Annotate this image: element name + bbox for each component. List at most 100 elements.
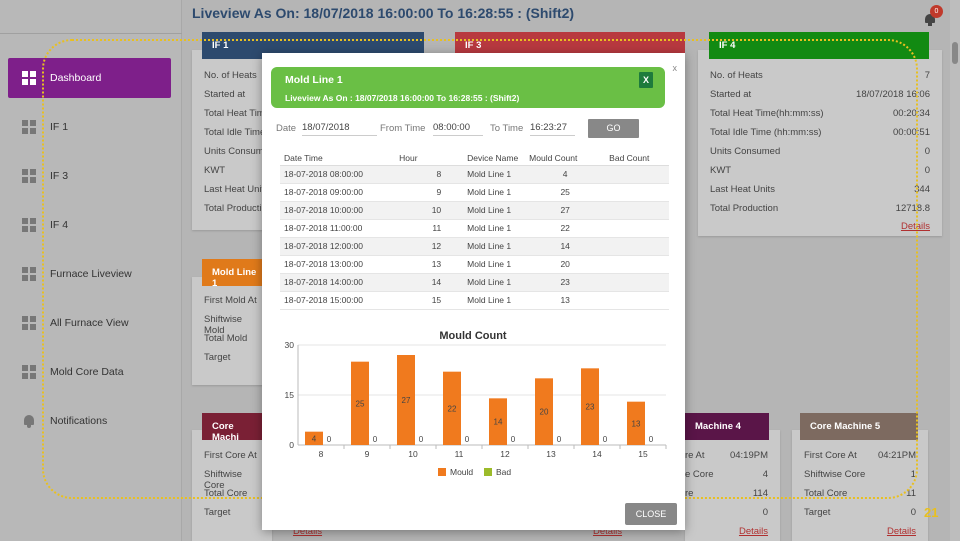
data-label-bad: 0	[373, 435, 378, 444]
row-value: 00:00:51	[893, 127, 930, 138]
row-label: Total Production	[710, 203, 779, 214]
sidebar-item-if4[interactable]: IF 4	[8, 205, 171, 245]
cell: Mold Line 1	[445, 273, 526, 292]
table-row: 18-07-2018 10:00:00 10 Mold Line 1 27	[280, 201, 669, 220]
data-label-bad: 0	[327, 435, 332, 444]
to-time-input[interactable]: 16:23:27	[530, 122, 575, 136]
details-link[interactable]: Details	[593, 526, 623, 537]
cell: 18-07-2018 11:00:00	[280, 219, 396, 238]
sidebar-item-if1[interactable]: IF 1	[8, 107, 171, 147]
grid-icon	[22, 267, 36, 281]
scrollbar[interactable]	[950, 0, 960, 541]
go-button[interactable]: GO	[588, 119, 639, 138]
core-machine-4-card-tab[interactable]: Machine 4	[685, 413, 769, 440]
details-link[interactable]: Details	[900, 221, 930, 232]
row-value: 0	[924, 146, 930, 157]
data-label-mould: 22	[448, 404, 457, 413]
sidebar-item-label: IF 3	[50, 170, 69, 182]
cell	[605, 291, 669, 310]
details-link[interactable]: Details	[293, 526, 323, 537]
cell: 18-07-2018 10:00:00	[280, 201, 396, 220]
row-label: Units Consumed	[710, 146, 781, 157]
cell: 27	[525, 201, 606, 220]
legend-label-mould: Mould	[450, 467, 473, 477]
row-value: 0	[910, 507, 916, 518]
cell: 18-07-2018 13:00:00	[280, 255, 396, 274]
mold-line-1-card-tab[interactable]: Mold Line 1	[202, 259, 272, 289]
cell: 11	[395, 219, 446, 238]
sidebar-item-furnace-liveview[interactable]: Furnace Liveview	[8, 254, 171, 294]
table-row: 18-07-2018 12:00:00 12 Mold Line 1 14	[280, 237, 669, 256]
sidebar-item-label: Notifications	[50, 415, 108, 427]
details-link[interactable]: Details	[886, 526, 916, 537]
bell-icon	[22, 414, 36, 428]
from-time-label: From Time	[380, 123, 426, 134]
from-time-input[interactable]: 08:00:00	[433, 122, 483, 136]
row-label: Total Heat Time(hh:mm:ss)	[710, 108, 824, 119]
row-label: First Core At	[204, 450, 257, 461]
grid-icon	[22, 169, 36, 183]
cell	[605, 183, 669, 202]
cell: Mold Line 1	[445, 291, 526, 310]
row-label: Shiftwise Mold	[204, 314, 243, 336]
cell: 13	[525, 291, 606, 310]
row-label: KWT	[710, 165, 732, 176]
cell: 18-07-2018 15:00:00	[280, 291, 396, 310]
notification-bell-icon[interactable]	[924, 12, 936, 26]
sidebar-item-label: Mold Core Data	[50, 366, 124, 378]
sidebar-item-if3[interactable]: IF 3	[8, 156, 171, 196]
row-label: Target	[204, 352, 231, 363]
row-label: No. of Heats	[710, 70, 763, 81]
close-icon[interactable]: x	[672, 63, 678, 73]
row-label: KWT	[204, 165, 226, 176]
if4-card-tab[interactable]: IF 4	[709, 32, 929, 59]
grid-icon	[22, 218, 36, 232]
x-tick-label: 8	[319, 449, 324, 459]
row-value: 00:20:34	[893, 108, 930, 119]
row-label: Shiftwise Core	[204, 469, 243, 491]
cell: Mold Line 1	[445, 201, 526, 220]
sidebar-item-mold-core-data[interactable]: Mold Core Data	[8, 352, 171, 392]
row-label: Last Heat Units	[710, 184, 775, 195]
table-header-row: Date Time Hour Device Name Mould Count B…	[280, 151, 669, 166]
row-label: Units Consum	[204, 146, 264, 157]
grid-icon	[22, 120, 36, 134]
data-label-bad: 0	[557, 435, 562, 444]
sidebar-item-label: IF 4	[50, 219, 69, 231]
y-tick-label: 0	[289, 440, 294, 450]
legend-label-bad: Bad	[496, 467, 511, 477]
cell: 13	[395, 255, 446, 274]
excel-export-icon[interactable]: X	[639, 72, 653, 88]
data-label-bad: 0	[511, 435, 516, 444]
cell	[605, 255, 669, 274]
date-input[interactable]: 18/07/2018	[302, 122, 377, 136]
row-label: Started at	[204, 89, 246, 100]
bar-mould	[489, 398, 507, 445]
row-value: 344	[914, 184, 930, 195]
sidebar-item-dashboard[interactable]: Dashboard	[8, 58, 171, 98]
close-button[interactable]: CLOSE	[625, 503, 677, 525]
row-value: 04:21PM	[877, 450, 916, 461]
chart-title: Mould Count	[439, 330, 507, 342]
core-machine-1-card-tab[interactable]: Core Machi	[202, 413, 272, 443]
table-row: 18-07-2018 15:00:00 15 Mold Line 1 13	[280, 291, 669, 310]
row-value: 7	[924, 70, 930, 81]
row-value: 18/07/2018 16:06	[856, 89, 930, 100]
cell	[605, 165, 669, 184]
table-row: 18-07-2018 11:00:00 11 Mold Line 1 22	[280, 219, 669, 238]
data-label-mould: 4	[312, 434, 317, 443]
sidebar-item-notifications[interactable]: Notifications	[8, 401, 171, 441]
sidebar-item-all-furnace-view[interactable]: All Furnace View	[8, 303, 171, 343]
core-machine-5-card-tab[interactable]: Core Machine 5	[800, 413, 918, 440]
data-label-bad: 0	[465, 435, 470, 444]
scrollbar-thumb[interactable]	[952, 42, 958, 64]
stat-row: Total Idle Time (hh:mm:ss) 00:00:51	[710, 127, 930, 146]
divider	[0, 33, 182, 34]
to-time-label: To Time	[490, 123, 524, 134]
row-value: 11	[906, 488, 916, 499]
row-label: No. of Heats	[204, 70, 257, 81]
stat-row: Total Heat Time(hh:mm:ss) 00:20:34	[710, 108, 930, 127]
details-link[interactable]: Details	[738, 526, 768, 537]
row-label: e Core	[685, 469, 714, 480]
